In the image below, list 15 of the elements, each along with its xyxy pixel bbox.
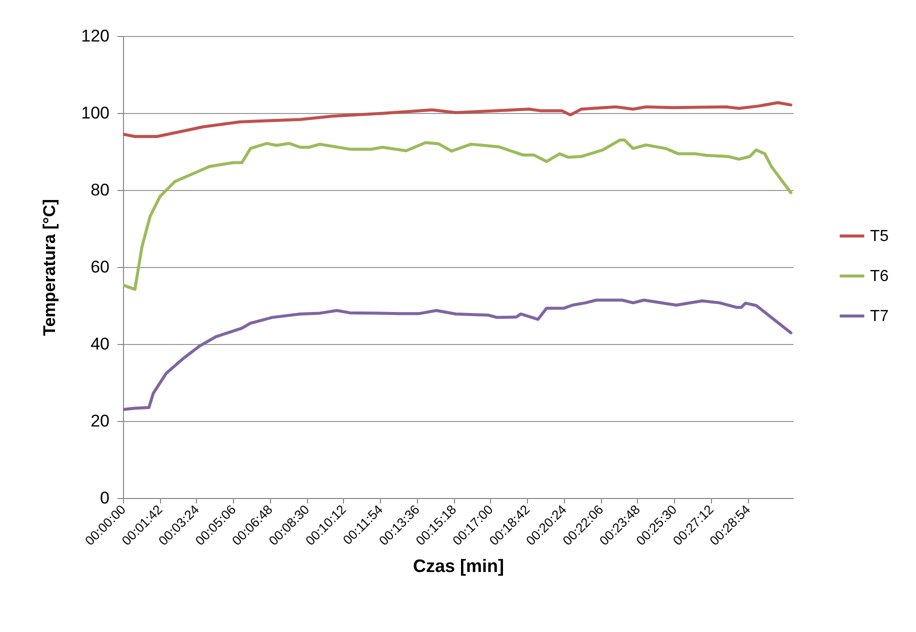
- line-series: [123, 298, 792, 411]
- y-tick-label: 0: [100, 488, 110, 508]
- y-tick-label: 20: [90, 412, 110, 430]
- y-tick-label: 40: [90, 334, 110, 354]
- line-series: [123, 138, 792, 291]
- y-tick-label: 80: [90, 180, 110, 200]
- y-tick-label: 100: [81, 104, 110, 122]
- y-axis-title: Temperatura [°C]: [40, 199, 60, 336]
- x-axis-title: Czas [min]: [412, 556, 504, 576]
- line-series: [123, 101, 792, 138]
- y-tick-label: 120: [81, 26, 110, 46]
- y-tick-label: 60: [90, 258, 110, 276]
- legend-label: T5: [870, 228, 889, 245]
- legend-label: T7: [870, 308, 889, 325]
- legend-label: T6: [870, 268, 889, 285]
